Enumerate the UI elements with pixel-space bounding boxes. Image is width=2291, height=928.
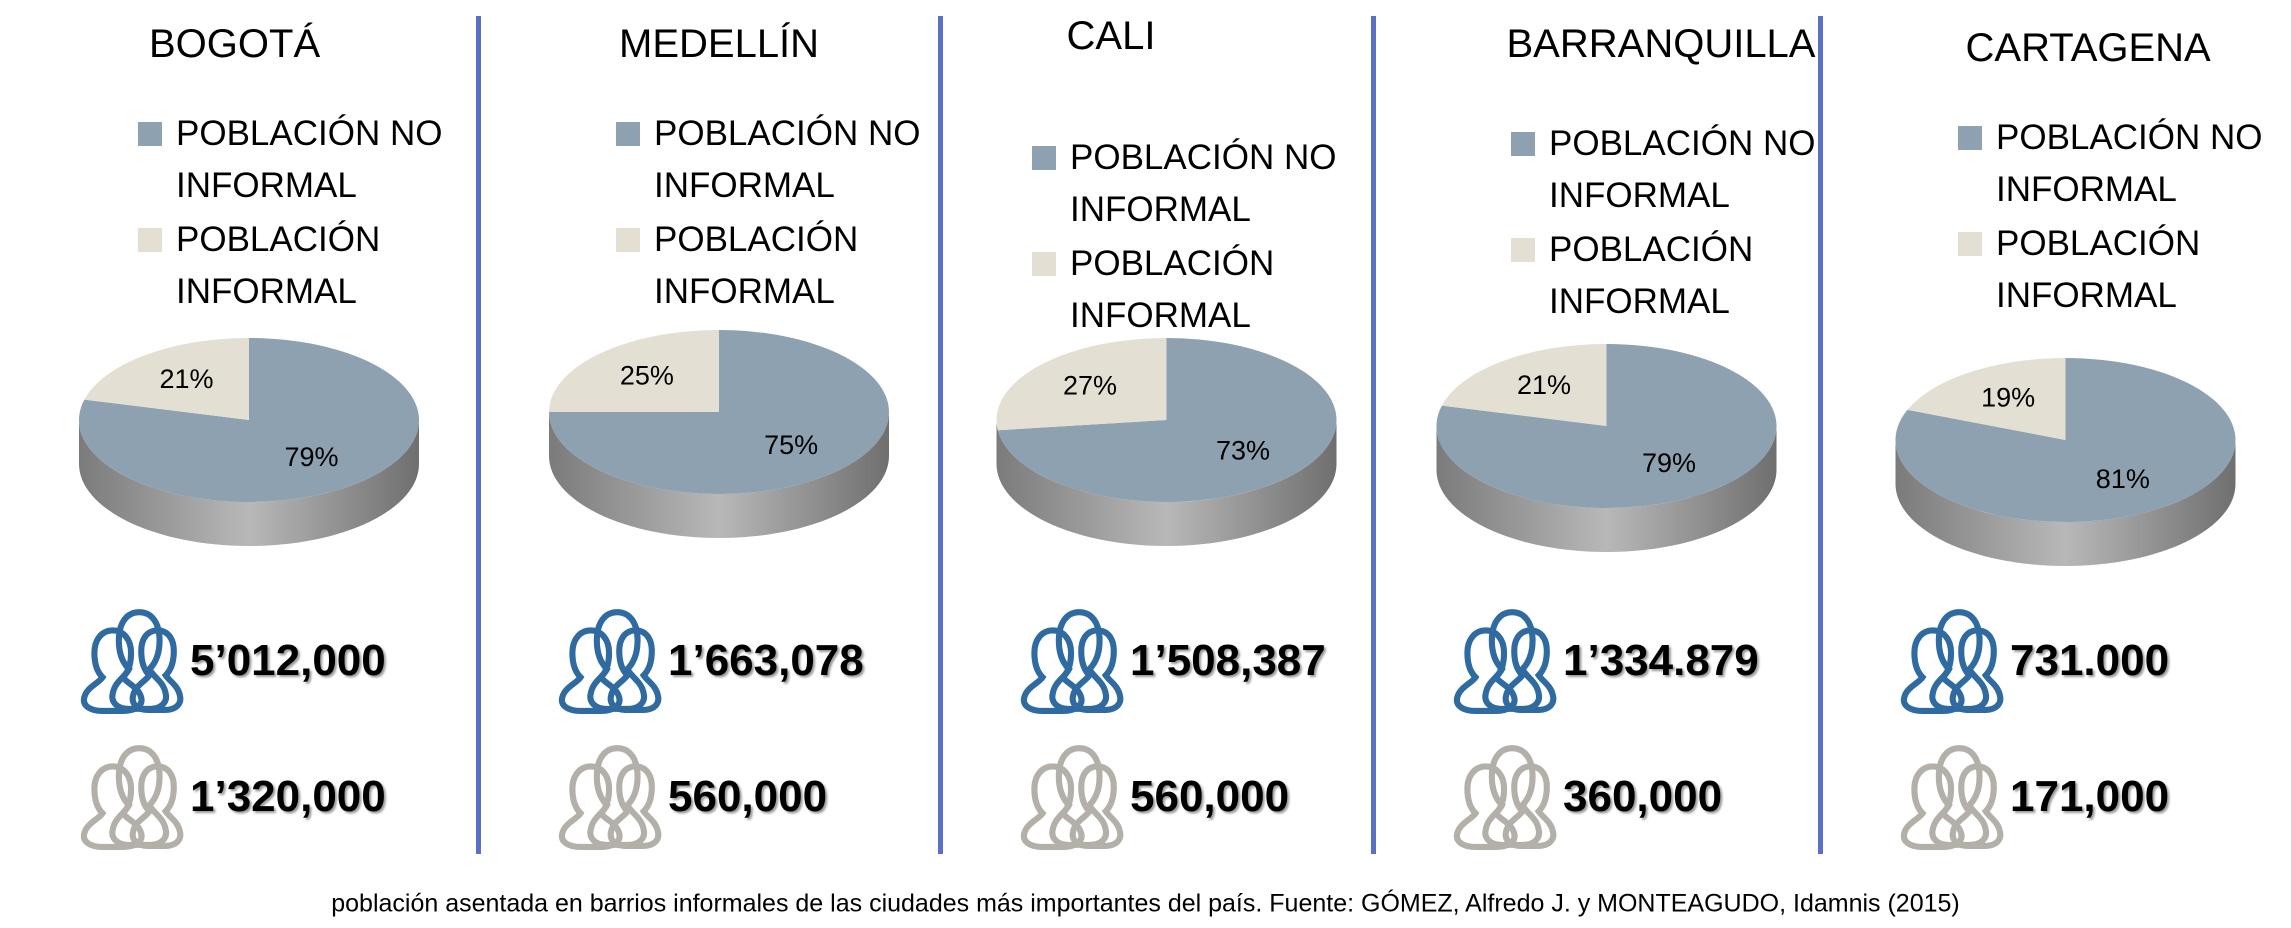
- city-panel: MEDELLÍN POBLACIÓN NO INFORMAL POBLACIÓN I…: [478, 0, 940, 860]
- legend-item: POBLACIÓN INFORMAL: [138, 214, 476, 318]
- caption: población asentada en barrios informales…: [331, 889, 1960, 918]
- legend-swatch: [138, 228, 162, 252]
- pie-label: 73%: [1216, 436, 1270, 466]
- city-title: CARTAGENA: [1965, 26, 2211, 70]
- legend-label: POBLACIÓN NO INFORMAL: [1996, 118, 2263, 209]
- people-icon: [1024, 748, 1120, 847]
- pie-slice: [84, 338, 249, 420]
- pie-label: 79%: [284, 442, 338, 472]
- city-title: MEDELLÍN: [619, 22, 820, 66]
- pie-slice: [1436, 344, 1777, 509]
- pie-label: 27%: [1063, 371, 1117, 401]
- population-count: 560,000: [668, 772, 828, 821]
- city-title: BOGOTÁ: [149, 22, 321, 66]
- legend-swatch: [1511, 132, 1535, 156]
- city-title: CALI: [1066, 14, 1156, 58]
- pie-slice: [549, 330, 719, 412]
- city-title: BARRANQUILLA: [1506, 22, 1816, 66]
- population-count: 171,000: [2010, 772, 2170, 821]
- population-count: 1’663,078: [668, 636, 864, 685]
- legend-swatch: [138, 122, 162, 146]
- pie-slice: [1895, 357, 2236, 522]
- legend-swatch: [616, 228, 640, 252]
- people-icon: [562, 748, 658, 847]
- legend-swatch: [1032, 146, 1056, 170]
- legend: POBLACIÓN NO INFORMAL POBLACIÓN INFORMAL: [1958, 112, 2291, 324]
- city-panel: CARTAGENA POBLACIÓN NO INFORMAL POBLACIÓN …: [1820, 0, 2291, 860]
- pie-slice: [78, 338, 420, 502]
- pie-label: 79%: [1642, 448, 1696, 478]
- legend: POBLACIÓN NO INFORMAL POBLACIÓN INFORMAL: [616, 108, 954, 320]
- pie-slice: [549, 330, 889, 494]
- pie-chart: 73% 27%: [996, 338, 1337, 860]
- divider: [938, 16, 943, 854]
- legend-label: POBLACIÓN NO INFORMAL: [176, 114, 443, 205]
- legend: POBLACIÓN NO INFORMAL POBLACIÓN INFORMAL: [1032, 132, 1370, 344]
- legend-item: POBLACIÓN NO INFORMAL: [1032, 132, 1370, 236]
- legend-item: POBLACIÓN INFORMAL: [1958, 218, 2291, 322]
- population-count: 1’334.879: [1563, 636, 1759, 685]
- population-count: 1’320,000: [190, 772, 386, 821]
- pie-slice: [996, 338, 1167, 431]
- legend-label: POBLACIÓN INFORMAL: [1070, 244, 1275, 335]
- pie-label: 21%: [159, 364, 213, 394]
- legend: POBLACIÓN NO INFORMAL POBLACIÓN INFORMAL: [138, 108, 476, 320]
- divider: [1818, 16, 1823, 854]
- people-icon: [1457, 748, 1553, 847]
- legend-item: POBLACIÓN NO INFORMAL: [616, 108, 954, 212]
- legend-label: POBLACIÓN INFORMAL: [176, 220, 381, 311]
- population-count: 560,000: [1130, 772, 1290, 821]
- pie-side: [79, 420, 419, 546]
- legend-label: POBLACIÓN INFORMAL: [1996, 224, 2201, 315]
- legend-item: POBLACIÓN INFORMAL: [1511, 224, 1849, 328]
- legend-swatch: [616, 122, 640, 146]
- legend-label: POBLACIÓN NO INFORMAL: [654, 114, 921, 205]
- divider: [1371, 16, 1376, 854]
- pie-side: [1436, 426, 1777, 552]
- pie-label: 75%: [764, 430, 818, 460]
- legend-swatch: [1958, 232, 1982, 256]
- population-count: 5’012,000: [190, 636, 386, 685]
- people-icon: [1457, 612, 1553, 711]
- legend-item: POBLACIÓN INFORMAL: [1032, 238, 1370, 342]
- people-icon: [1904, 612, 2000, 711]
- pie-label: 19%: [1981, 382, 2035, 412]
- people-icon: [84, 612, 180, 711]
- pie-label: 25%: [620, 360, 674, 390]
- people-icon: [562, 612, 658, 711]
- legend-label: POBLACIÓN INFORMAL: [654, 220, 859, 311]
- city-panel: BOGOTÁ POBLACIÓN NO INFORMAL POBLACIÓN INF…: [0, 0, 478, 860]
- legend-swatch: [1032, 252, 1056, 276]
- pie-label: 21%: [1517, 370, 1571, 400]
- legend-swatch: [1958, 126, 1982, 150]
- pie-side: [1895, 440, 2236, 566]
- pie-label: 81%: [2096, 464, 2150, 494]
- city-panel: CALI POBLACIÓN NO INFORMAL POBLACIÓN INFOR…: [940, 0, 1373, 860]
- divider: [476, 16, 481, 854]
- population-count: 360,000: [1563, 772, 1723, 821]
- legend-swatch: [1511, 238, 1535, 262]
- people-icon: [1904, 748, 2000, 847]
- legend-item: POBLACIÓN NO INFORMAL: [138, 108, 476, 212]
- population-count: 1’508,387: [1130, 636, 1326, 685]
- legend-label: POBLACIÓN NO INFORMAL: [1549, 124, 1816, 215]
- pie-side: [549, 412, 889, 538]
- population-count: 731.000: [2010, 636, 2170, 685]
- pie-slice: [1907, 357, 2066, 440]
- people-icon: [1024, 612, 1120, 711]
- pie-slice: [997, 338, 1337, 502]
- legend-label: POBLACIÓN NO INFORMAL: [1070, 138, 1337, 229]
- legend: POBLACIÓN NO INFORMAL POBLACIÓN INFORMAL: [1511, 118, 1849, 330]
- people-icon: [84, 748, 180, 847]
- pie-slice: [1441, 344, 1607, 426]
- legend-label: POBLACIÓN INFORMAL: [1549, 230, 1754, 321]
- legend-item: POBLACIÓN INFORMAL: [616, 214, 954, 318]
- legend-item: POBLACIÓN NO INFORMAL: [1958, 112, 2291, 216]
- pie-side: [996, 420, 1337, 546]
- city-panel: BARRANQUILLA POBLACIÓN NO INFORMAL POBLACI…: [1373, 0, 1820, 860]
- legend-item: POBLACIÓN NO INFORMAL: [1511, 118, 1849, 222]
